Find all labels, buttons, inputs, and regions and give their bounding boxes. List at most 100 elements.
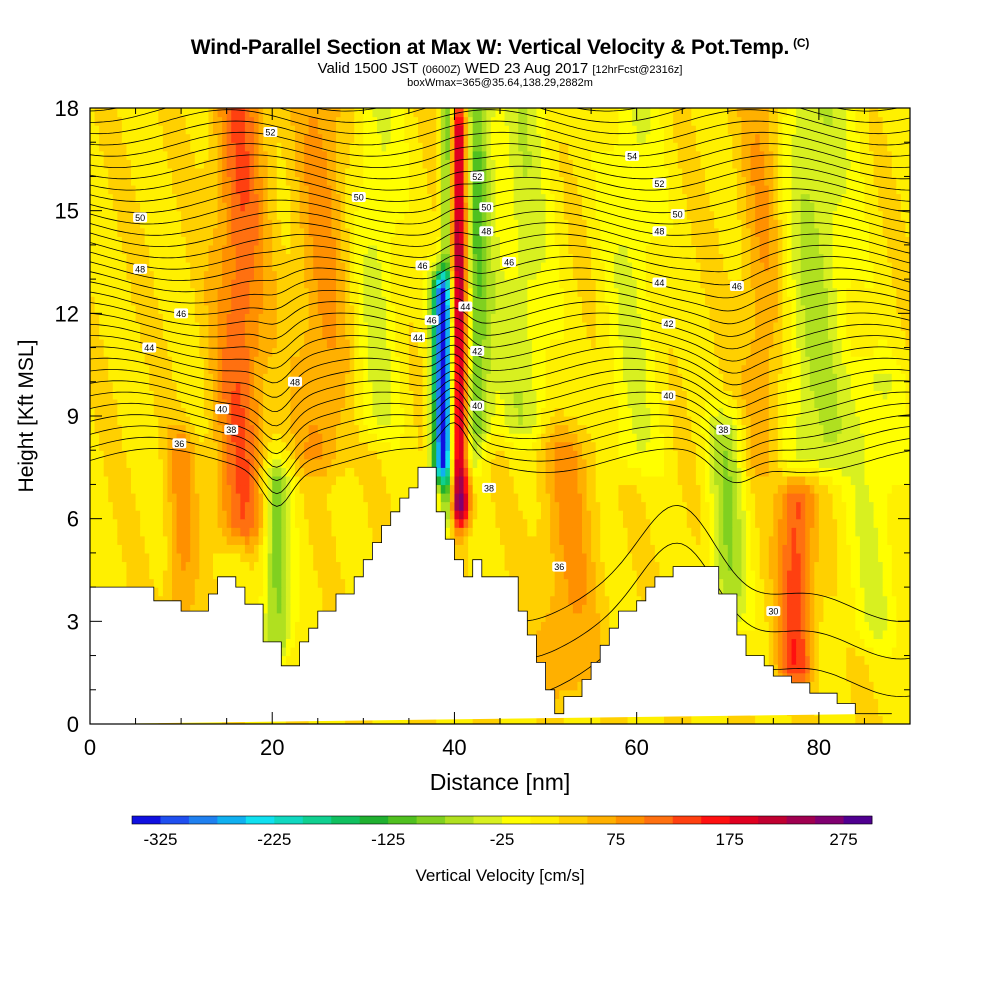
velocity-cell [317,535,323,545]
velocity-cell [777,647,784,657]
velocity-cell [755,647,761,657]
velocity-cell [878,578,884,588]
velocity-cell [627,510,633,520]
velocity-cell [472,544,478,554]
velocity-cell [554,501,560,511]
velocity-cell [304,570,310,580]
velocity-cell [308,544,314,554]
velocity-cell [541,561,547,571]
velocity-cell [276,621,282,631]
velocity-cell [641,715,647,724]
velocity-cell [682,510,688,520]
velocity-cell [340,484,346,494]
velocity-cell [882,647,888,657]
velocity-cell [349,518,355,528]
velocity-cell [841,647,847,657]
velocity-cell [254,493,260,503]
velocity-cell [641,510,647,520]
velocity-cell [240,493,246,503]
velocity-cell [718,493,724,503]
velocity-cell [522,484,528,494]
velocity-cell [855,655,861,665]
velocity-cell [805,510,811,520]
velocity-cell [632,715,638,724]
velocity-cell [559,664,565,674]
velocity-cell [258,510,264,520]
velocity-cell [194,595,200,605]
velocity-cell [167,501,173,511]
velocity-cell [586,587,592,597]
velocity-cell [495,561,501,571]
velocity-cell [837,595,843,605]
velocity-cell [814,544,820,554]
velocity-cell [500,535,506,545]
velocity-cell [654,535,661,545]
velocity-cell [559,655,565,665]
velocity-cell [677,527,683,537]
velocity-cell [167,561,173,571]
velocity-cell [686,552,692,563]
velocity-cell [800,715,806,724]
velocity-cell [732,493,738,503]
velocity-cell [577,527,583,537]
velocity-cell [782,527,788,537]
velocity-cell [354,493,360,503]
velocity-cell [714,715,720,724]
velocity-cell [859,578,866,588]
velocity-cell [463,493,469,503]
velocity-cell [755,595,761,605]
velocity-cell [654,570,661,580]
velocity-cell [340,578,346,588]
velocity-cell [627,552,633,563]
velocity-cell [873,715,879,724]
velocity-cell [818,655,825,665]
velocity-cell [509,552,515,563]
velocity-cell [577,681,583,691]
velocity-cell [304,578,310,588]
velocity-cell [550,621,556,631]
velocity-cell [859,493,866,503]
velocity-cell [545,518,551,528]
velocity-cell [559,647,565,657]
velocity-cell [882,578,888,588]
velocity-cell [887,518,893,528]
velocity-cell [850,493,856,503]
velocity-cell [313,493,319,503]
velocity-cell [782,578,788,588]
velocity-cell [267,501,273,511]
velocity-cell [609,518,615,528]
velocity-cell [613,501,620,511]
velocity-cell [272,544,278,554]
velocity-cell [869,561,875,571]
velocity-cell [267,561,273,571]
velocity-cell [791,587,797,597]
velocity-cell [837,638,843,648]
velocity-cell [846,655,852,665]
velocity-cell [764,552,770,563]
velocity-cell [878,655,884,665]
velocity-cell [167,544,173,554]
velocity-cell [272,552,278,563]
velocity-cell [103,552,109,563]
velocity-cell [732,570,738,580]
velocity-cell [586,501,592,511]
velocity-cell [604,629,610,640]
velocity-cell [144,493,150,503]
velocity-cell [750,544,756,554]
velocity-cell [777,595,784,605]
velocity-cell [285,544,292,554]
velocity-cell [518,527,524,537]
velocity-cell [304,621,310,631]
velocity-cell [741,527,747,537]
velocity-cell [527,493,533,503]
velocity-cell [841,629,847,640]
velocity-cell [613,561,620,571]
velocity-cell [818,715,825,724]
velocity-cell [736,604,743,614]
velocity-cell [527,518,533,528]
velocity-cell [887,681,893,691]
velocity-cell [718,518,724,528]
velocity-cell [554,715,560,724]
velocity-cell [900,672,907,682]
velocity-cell [126,561,132,571]
